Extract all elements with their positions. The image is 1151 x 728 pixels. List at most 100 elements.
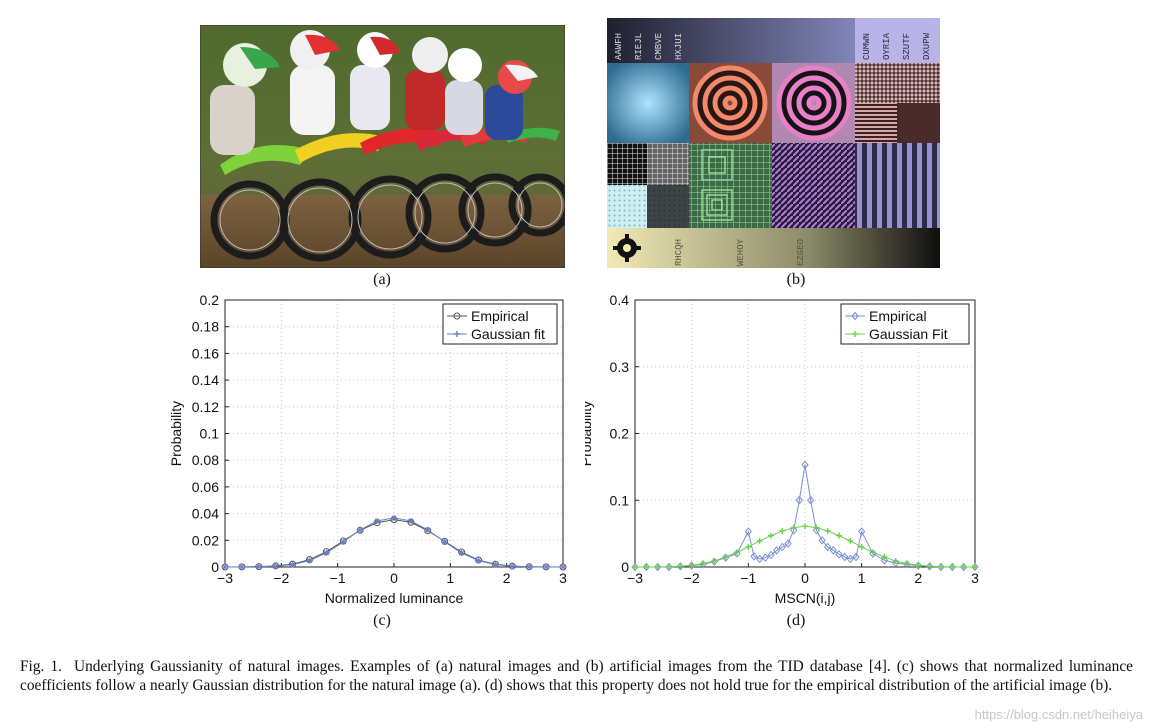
series-1-point — [835, 550, 843, 559]
series-2-point — [972, 564, 978, 570]
series-2-point — [666, 563, 672, 570]
tid-text-top-2: RIEJL — [634, 33, 644, 60]
series-1-point — [852, 552, 860, 562]
figure-label: Fig. 1. — [20, 658, 62, 675]
plot-frame — [224, 299, 564, 568]
series-1-point — [937, 562, 945, 572]
series-1-point — [761, 553, 769, 562]
y-tick-label: 0 — [621, 559, 629, 575]
tid-text-bottom-1: RHCQH — [674, 239, 684, 266]
series-2-point — [768, 532, 774, 539]
y-tick-label: 0.18 — [192, 319, 219, 335]
series-2-point — [323, 549, 330, 556]
series-1-point — [880, 556, 888, 565]
series-2-point — [272, 563, 279, 570]
x-tick-label: 2 — [503, 570, 511, 586]
series-2-point — [475, 557, 482, 564]
series-1-point — [960, 562, 968, 572]
y-axis-label: Probability — [168, 401, 184, 466]
series-1-point — [676, 562, 684, 571]
x-tick-label: 2 — [914, 570, 922, 586]
legend-label-1: Empirical — [869, 308, 927, 324]
series-1-point — [812, 526, 820, 535]
legend-label-2: Gaussian fit — [471, 326, 545, 342]
x-tick-label: −2 — [684, 570, 700, 586]
y-tick-label: 0.08 — [192, 452, 219, 468]
tid-text-top-right-4: DXUPW — [922, 32, 932, 60]
series-1-point — [801, 460, 809, 470]
series-2-point — [526, 563, 533, 570]
series-2-point — [745, 543, 752, 550]
series-1-point — [948, 562, 956, 572]
legend-box — [442, 303, 558, 345]
y-tick-label: 0.16 — [192, 345, 219, 361]
series-1-point — [784, 539, 792, 548]
series-2-point — [915, 562, 922, 569]
legend-marker-1 — [453, 312, 461, 320]
legend-marker-1 — [851, 311, 859, 321]
chart-c-normalized-luminance: −3 −2 −1 0 1 2 3 0 0.02 0.04 0.06 0.08 0.1 0.12 0.14 0.… — [160, 288, 580, 618]
series-2-point — [374, 517, 381, 524]
series-2-point — [892, 557, 899, 564]
y-tick-label: 0.14 — [192, 372, 219, 388]
legend-marker-2 — [852, 331, 858, 337]
panel-c-label: (c) — [373, 612, 391, 629]
x-tick-label: 3 — [971, 570, 979, 586]
x-tick-label: 1 — [446, 570, 454, 586]
series-2-point — [688, 562, 695, 569]
tid-text-top-1: AAWFH — [614, 33, 624, 60]
figure-caption: Fig. 1. Underlying Gaussianity of natural… — [20, 657, 1133, 695]
series-2-point — [458, 549, 465, 556]
series-1-point — [631, 562, 639, 572]
series-1-point — [914, 561, 922, 570]
series-1-point — [688, 561, 696, 570]
series-2-point — [938, 563, 944, 570]
x-tick-label: 0 — [390, 570, 398, 586]
series-2-point — [756, 537, 763, 544]
series-2-point — [632, 564, 638, 570]
series-1-point — [971, 562, 979, 572]
series-2-point — [543, 564, 550, 570]
series-1-point — [926, 562, 934, 571]
series-1-point — [807, 495, 815, 505]
series-2-point — [836, 532, 842, 539]
artificial-image-tid: AAWFH RIEJL CMBVE HXJUI CUMWN OYRIA SZUT… — [607, 18, 940, 268]
y-tick-label: 0.12 — [192, 399, 219, 415]
legend-label-1: Empirical — [471, 308, 529, 324]
series-1-point — [841, 552, 849, 562]
x-tick-label: 0 — [801, 570, 809, 586]
series-2-point — [858, 543, 865, 550]
series-1-point — [824, 542, 832, 552]
y-tick-label: 0 — [211, 559, 219, 575]
series-2-point — [904, 560, 910, 567]
y-tick-label: 0.2 — [610, 426, 630, 442]
tid-text-bottom-3: EZGEO — [796, 239, 806, 266]
series-2-point — [407, 517, 414, 524]
x-axis-label: MSCN(i,j) — [775, 590, 836, 606]
series-2-point — [881, 553, 888, 560]
series-2-point — [926, 563, 933, 570]
y-tick-label: 0.04 — [192, 506, 219, 522]
y-axis-label: Probability — [585, 401, 594, 466]
series-1-point — [790, 526, 798, 535]
series-1-point — [778, 542, 786, 552]
y-tick-label: 0.1 — [610, 492, 630, 508]
panel-d-label: (d) — [786, 612, 806, 629]
series-2-point — [677, 563, 684, 570]
series-2-point — [960, 564, 967, 570]
series-1-point — [795, 495, 803, 505]
series-2-point — [790, 524, 797, 531]
x-tick-label: −1 — [330, 570, 346, 586]
series-2-point — [391, 514, 397, 521]
series-2-point — [813, 524, 820, 531]
series-2-point — [722, 553, 729, 560]
natural-image-motocross — [200, 25, 565, 268]
series-1-point — [744, 527, 752, 536]
y-tick-label: 0.4 — [610, 292, 630, 308]
series-2-point — [700, 560, 706, 567]
tid-text-top-right-1: CUMWN — [862, 33, 872, 60]
caption-text: Underlying Gaussianity of natural images… — [20, 658, 1133, 694]
series-2-point — [492, 561, 499, 568]
series-1-point — [654, 562, 662, 572]
series-2-point — [802, 523, 808, 530]
